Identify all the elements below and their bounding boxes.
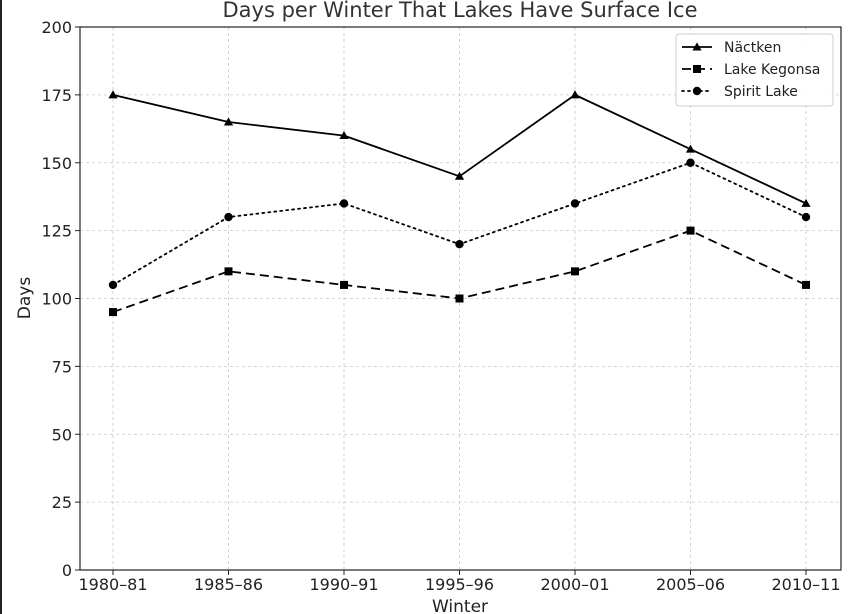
x-tick-label: 2010–11 bbox=[771, 575, 840, 594]
series-1 bbox=[109, 226, 810, 317]
data-point bbox=[686, 158, 695, 167]
legend-box bbox=[675, 33, 834, 107]
data-point bbox=[455, 240, 464, 249]
legend-label: Lake Kegonsa bbox=[724, 62, 820, 78]
y-tick-label: 100 bbox=[41, 290, 72, 309]
y-tick-label: 75 bbox=[52, 357, 72, 376]
series-line bbox=[112, 161, 807, 286]
y-tick-label: 200 bbox=[41, 18, 72, 37]
y-tick-label: 50 bbox=[52, 425, 72, 444]
data-point bbox=[802, 280, 810, 289]
legend-marker bbox=[692, 42, 702, 51]
y-tick-label: 125 bbox=[41, 222, 72, 241]
data-point bbox=[454, 171, 465, 180]
data-point bbox=[570, 90, 580, 99]
data-point bbox=[108, 280, 118, 290]
legend-marker bbox=[692, 86, 702, 96]
legend-label: Spirit Lake bbox=[724, 84, 798, 100]
legend-item: Lake Kegonsa bbox=[682, 62, 820, 78]
y-tick-label: 0 bbox=[62, 561, 72, 580]
data-point bbox=[801, 198, 811, 207]
x-tick-label: 1995–96 bbox=[425, 575, 494, 594]
data-point bbox=[686, 226, 695, 235]
axis-ticks: 0 25 50 75 100 125 150 175 200 1980–81 1985–86 1990… bbox=[41, 18, 840, 594]
data-point bbox=[108, 90, 118, 99]
x-axis-label: Winter bbox=[432, 597, 488, 614]
data-point bbox=[224, 267, 233, 276]
data-point bbox=[340, 280, 348, 289]
x-tick-label: 1980–81 bbox=[78, 575, 147, 594]
data-point bbox=[685, 144, 696, 153]
x-tick-label: 2005–06 bbox=[656, 575, 725, 594]
legend: Näctken Lake Kegonsa Spirit Lake bbox=[675, 33, 834, 107]
x-tick-label: 2000–01 bbox=[540, 575, 609, 594]
series-0 bbox=[108, 90, 811, 207]
series-layer bbox=[108, 90, 811, 317]
legend-marker bbox=[693, 65, 701, 73]
legend-item: Spirit Lake bbox=[681, 84, 798, 100]
y-tick-label: 25 bbox=[52, 493, 72, 512]
legend-label: Näctken bbox=[724, 40, 781, 56]
data-point bbox=[223, 117, 234, 126]
x-tick-label: 1985–86 bbox=[194, 575, 263, 594]
data-point bbox=[571, 267, 579, 276]
data-point bbox=[455, 294, 464, 303]
chart-title: Days per Winter That Lakes Have Surface … bbox=[222, 0, 697, 22]
data-point bbox=[339, 131, 349, 140]
data-point bbox=[570, 199, 580, 208]
y-tick-label: 150 bbox=[41, 154, 72, 173]
data-point bbox=[339, 199, 349, 208]
data-point bbox=[109, 308, 117, 317]
data-point bbox=[224, 212, 233, 222]
data-point bbox=[801, 212, 811, 222]
series-2 bbox=[108, 158, 811, 290]
x-tick-label: 1990–91 bbox=[309, 575, 378, 594]
legend-item: Näctken bbox=[682, 40, 781, 56]
y-tick-label: 175 bbox=[41, 86, 72, 105]
y-axis-label: Days bbox=[15, 277, 35, 320]
